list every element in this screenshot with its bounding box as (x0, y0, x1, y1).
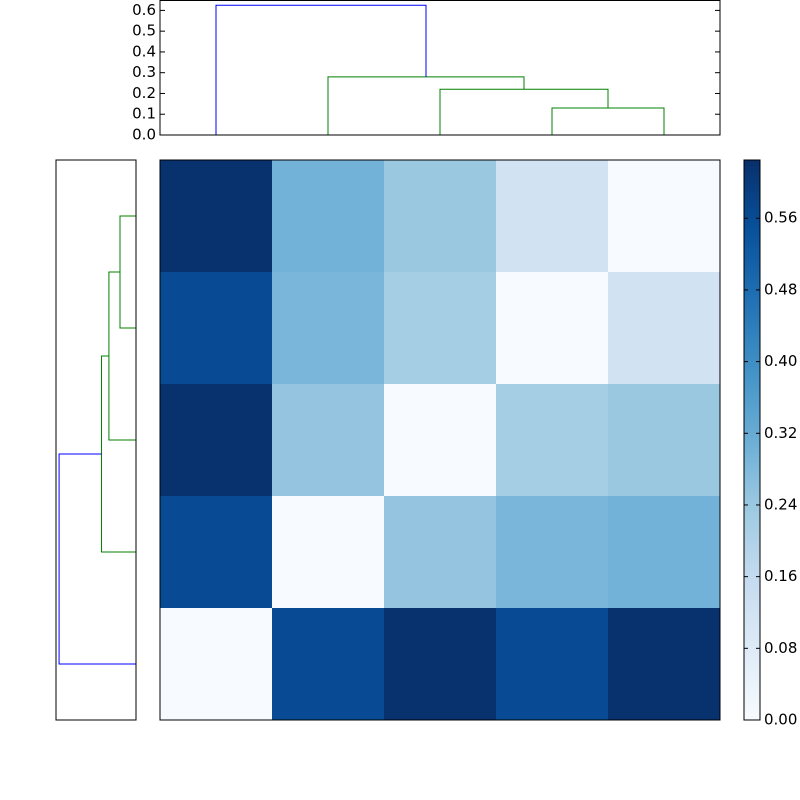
y-tick-label: 0.6 (132, 1, 156, 19)
colorbar-tick-label: 0.16 (764, 567, 797, 585)
y-tick-label: 0.4 (132, 42, 156, 60)
heatmap-cell (496, 272, 609, 385)
dendrogram-link (327, 76, 525, 135)
dendrogram-link (58, 453, 136, 665)
dendrogram-link (108, 271, 136, 441)
heatmap-cell (608, 272, 721, 385)
colorbar-tick-label: 0.24 (764, 495, 797, 513)
heatmap-cell (160, 608, 273, 721)
heatmap-cell (272, 608, 385, 721)
heatmap-cell (272, 160, 385, 273)
colorbar-tick-label: 0.08 (764, 639, 797, 657)
dendrogram-link (551, 107, 665, 135)
y-tick-label: 0.5 (132, 22, 156, 40)
heatmap-cell (160, 496, 273, 609)
heatmap-cell (160, 272, 273, 385)
heatmap-cell (384, 608, 497, 721)
y-tick-label: 0.1 (132, 105, 156, 123)
heatmap-cell (608, 608, 721, 721)
dendrogram-frame (55, 159, 137, 721)
heatmap-cell (272, 384, 385, 497)
y-tick-label: 0.0 (132, 126, 156, 144)
heatmap-cell (496, 608, 609, 721)
y-tick-label: 0.3 (132, 63, 156, 81)
heatmap-cell (608, 496, 721, 609)
heatmap-cell (272, 272, 385, 385)
heatmap-cell (160, 160, 273, 273)
heatmap-frame (159, 159, 721, 721)
heatmap-cell (608, 384, 721, 497)
colorbar-tick-label: 0.48 (764, 280, 797, 298)
heatmap-cell (496, 160, 609, 273)
colorbar-tick-label: 0.00 (764, 711, 797, 729)
colorbar (743, 159, 761, 721)
colorbar-tick-label: 0.32 (764, 424, 797, 442)
heatmap-cell (160, 384, 273, 497)
dendrogram-link (101, 355, 136, 553)
heatmap-cell (384, 160, 497, 273)
heatmap-cell (608, 160, 721, 273)
heatmap-cell (272, 496, 385, 609)
dendrogram-link (119, 215, 136, 329)
dendrogram-link (215, 4, 427, 135)
dendrogram-link (439, 88, 609, 135)
heatmap-cell (384, 272, 497, 385)
dendrogram-frame (159, 0, 721, 136)
heatmap-cell (496, 496, 609, 609)
heatmap-cell (384, 496, 497, 609)
colorbar-tick-label: 0.40 (764, 352, 797, 370)
heatmap-cell (496, 384, 609, 497)
colorbar-tick-label: 0.56 (764, 209, 797, 227)
y-tick-label: 0.2 (132, 84, 156, 102)
heatmap-cell (384, 384, 497, 497)
